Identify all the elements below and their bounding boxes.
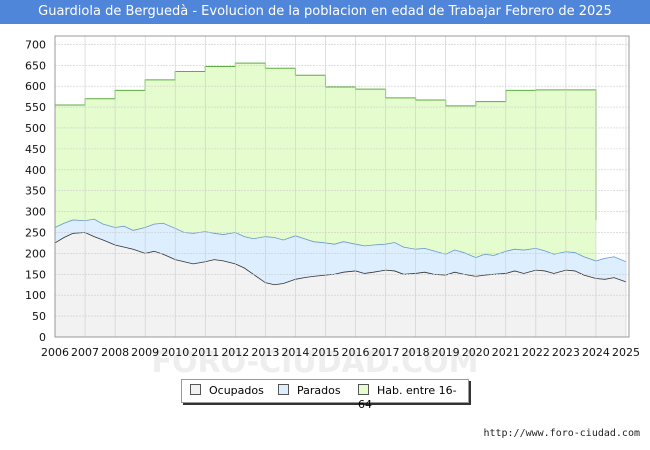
x-tick-label: 2010	[161, 346, 189, 359]
y-tick-label: 600	[25, 80, 46, 93]
x-tick-label: 2022	[522, 346, 550, 359]
x-tick-label: 2013	[251, 346, 279, 359]
y-tick-label: 500	[25, 122, 46, 135]
x-tick-label: 2016	[342, 346, 370, 359]
legend-swatch-ocupados	[190, 384, 201, 395]
x-tick-label: 2021	[492, 346, 520, 359]
y-tick-label: 650	[25, 59, 46, 72]
x-tick-label: 2014	[281, 346, 309, 359]
chart-title: Guardiola de Berguedà - Evolucion de la …	[38, 4, 612, 19]
y-tick-label: 50	[32, 310, 46, 323]
x-tick-label: 2018	[402, 346, 430, 359]
legend-swatch-hab	[358, 384, 369, 395]
chart-legend: Ocupados Parados Hab. entre 16-64	[181, 379, 469, 411]
source-url: http://www.foro-ciudad.com	[483, 428, 640, 439]
x-tick-label: 2007	[71, 346, 99, 359]
area-ocupados	[55, 232, 626, 337]
x-tick-label: 2009	[131, 346, 159, 359]
y-tick-label: 400	[25, 164, 46, 177]
x-tick-label: 2008	[101, 346, 129, 359]
legend-item-ocupados: Ocupados	[190, 384, 264, 398]
x-tick-label: 2025	[612, 346, 640, 359]
x-tick-label: 2006	[41, 346, 69, 359]
x-tick-label: 2019	[432, 346, 460, 359]
x-tick-label: 2024	[582, 346, 610, 359]
legend-label-hab: Hab. entre 16-64	[358, 384, 457, 411]
y-tick-label: 350	[25, 185, 46, 198]
y-tick-label: 700	[25, 38, 46, 51]
y-tick-label: 0	[39, 331, 46, 344]
line-ocupados	[54, 232, 627, 286]
chart-title-bar: Guardiola de Berguedà - Evolucion de la …	[0, 0, 650, 24]
x-tick-label: 2011	[191, 346, 219, 359]
y-tick-label: 200	[25, 247, 46, 260]
y-tick-label: 450	[25, 143, 46, 156]
legend-item-hab: Hab. entre 16-64	[358, 384, 468, 411]
plot-border	[54, 35, 630, 338]
legend-swatch-parados	[278, 384, 289, 395]
line-parados	[54, 218, 627, 263]
x-tick-label: 2015	[311, 346, 339, 359]
legend-label-ocupados: Ocupados	[209, 384, 264, 397]
y-tick-label: 150	[25, 268, 46, 281]
watermark: FORO-CIUDAD.COM	[152, 345, 479, 380]
y-tick-label: 250	[25, 226, 46, 239]
x-tick-label: 2017	[372, 346, 400, 359]
legend-item-parados: Parados	[278, 384, 341, 398]
x-tick-label: 2023	[552, 346, 580, 359]
y-tick-label: 100	[25, 289, 46, 302]
x-tick-label: 2020	[462, 346, 490, 359]
y-tick-label: 550	[25, 101, 46, 114]
legend-label-parados: Parados	[297, 384, 341, 397]
y-tick-label: 300	[25, 206, 46, 219]
x-tick-label: 2012	[221, 346, 249, 359]
